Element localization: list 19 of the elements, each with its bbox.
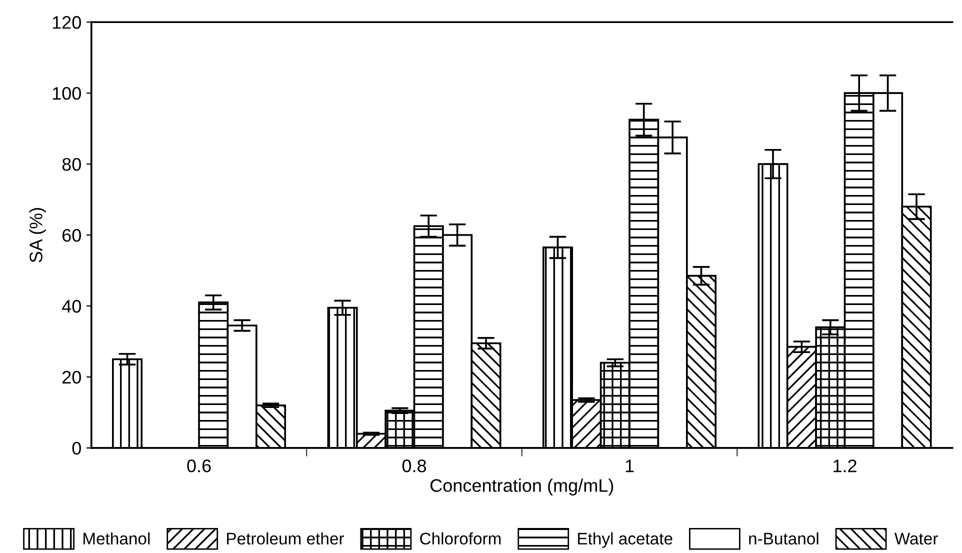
legend-label: Methanol: [84, 532, 150, 545]
y-axis-title: SA (%): [29, 208, 46, 262]
y-tick-label: 100: [52, 87, 81, 100]
y-tick-label: 20: [62, 370, 81, 384]
x-tick-label: 0.6: [187, 460, 211, 472]
legend-label: Petroleum ether: [227, 532, 344, 545]
x-tick-label: 1.2: [834, 460, 856, 472]
y-tick-label: 120: [52, 16, 81, 29]
y-tick-label: 80: [62, 158, 81, 171]
legend-label: Chloroform: [420, 532, 501, 545]
x-tick-label: 0.8: [402, 460, 426, 472]
x-tick-label: 1: [626, 460, 634, 472]
y-tick-label: 40: [62, 300, 81, 313]
legend-label: Ethyl acetate: [578, 532, 672, 548]
y-tick-label: 60: [62, 228, 81, 242]
legend-label: Water: [894, 532, 938, 545]
legend-label: n-Butanol: [749, 532, 818, 545]
y-tick-label: 0: [72, 442, 81, 455]
x-axis-title: Concentration (mg/mL): [430, 478, 614, 496]
